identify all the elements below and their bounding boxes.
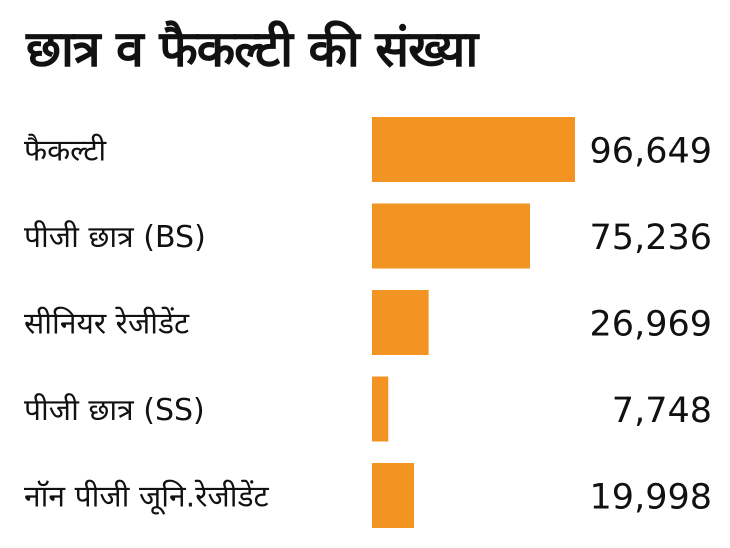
category-label: सीनियर रेजीडेंट — [24, 307, 190, 342]
bar — [372, 117, 575, 182]
value-label: 75,236 — [590, 218, 712, 258]
category-label: फैकल्टी — [24, 134, 107, 169]
value-label: 19,998 — [590, 478, 712, 518]
category-label: पीजी छात्र (BS) — [24, 220, 206, 255]
bar — [372, 463, 415, 528]
value-label: 96,649 — [590, 132, 712, 172]
category-label: नॉन पीजी जूनि.रेजीडेंट — [24, 480, 270, 516]
chart-title: छात्र व फैकल्टी की संख्या — [26, 20, 478, 78]
bar — [372, 203, 531, 269]
value-label: 26,969 — [590, 305, 712, 345]
bar — [372, 290, 429, 355]
value-label: 7,748 — [612, 391, 712, 431]
category-label: पीजी छात्र (SS) — [24, 393, 205, 428]
bar — [372, 376, 389, 442]
